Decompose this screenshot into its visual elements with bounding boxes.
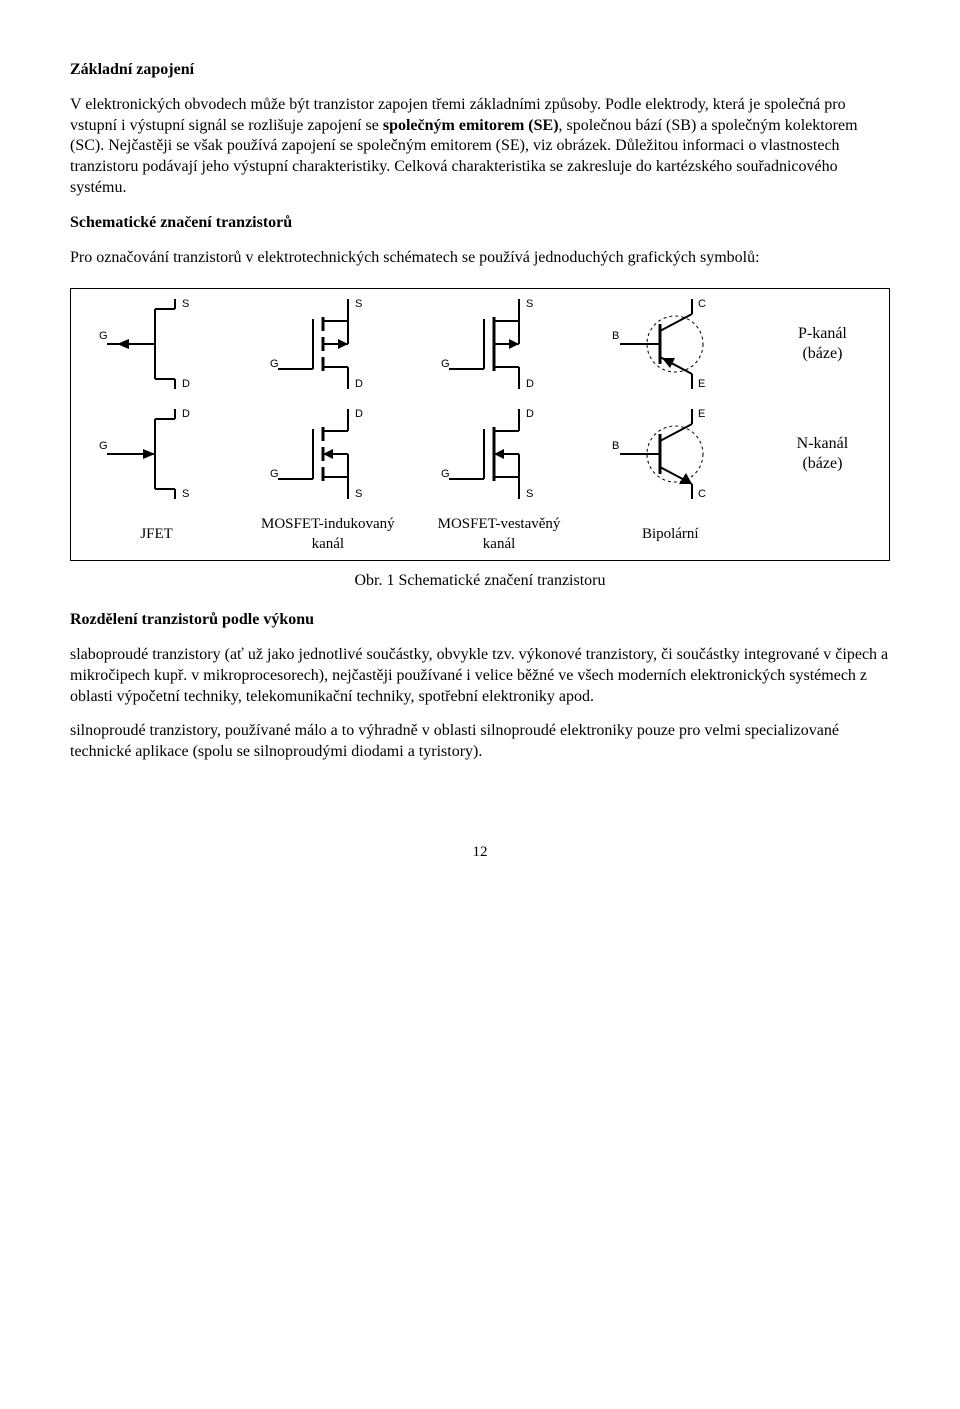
jfet-n-icon: D G S (97, 409, 217, 499)
svg-text:S: S (526, 488, 533, 499)
svg-text:S: S (355, 488, 362, 499)
svg-text:S: S (526, 299, 533, 310)
row-label-n-line2: (báze) (802, 455, 842, 472)
row-label-p-line2: (báze) (802, 345, 842, 362)
col-label-bipolar: Bipolární (585, 509, 756, 561)
row-label-p: P-kanál (báze) (756, 289, 890, 400)
col3-line1: MOSFET-vestavěný (438, 516, 561, 532)
bjt-npn-icon: E B C (610, 409, 730, 499)
symbol-mosfet-enh-n: D G S (242, 399, 413, 509)
page-number: 12 (70, 843, 890, 863)
svg-text:D: D (526, 378, 534, 389)
mosfet-enh-p-icon: S G D (268, 299, 388, 389)
col-label-jfet: JFET (71, 509, 243, 561)
heading-basic-connection: Základní zapojení (70, 60, 890, 81)
svg-text:E: E (698, 409, 705, 420)
table-row: S G D S (71, 289, 890, 400)
symbol-bjt-pnp: C B E (585, 289, 756, 400)
svg-text:S: S (182, 299, 189, 310)
svg-text:G: G (441, 468, 450, 480)
heading-schematic-symbols: Schematické značení tranzistorů (70, 213, 890, 234)
jfet-p-icon: S G D (97, 299, 217, 389)
bjt-pnp-icon: C B E (610, 299, 730, 389)
table-row: JFET MOSFET-indukovaný kanál MOSFET-vest… (71, 509, 890, 561)
transistor-symbol-table: S G D S (70, 288, 890, 561)
mosfet-dep-n-icon: D G S (439, 409, 559, 499)
svg-text:G: G (270, 468, 279, 480)
svg-text:G: G (99, 440, 108, 452)
svg-text:S: S (182, 488, 189, 499)
symbol-mosfet-enh-p: S G D (242, 289, 413, 400)
table-row: D G S D G S (71, 399, 890, 509)
row-label-n: N-kanál (báze) (756, 399, 890, 509)
svg-text:B: B (612, 440, 619, 452)
para1-bold: společným emitorem (SE) (383, 117, 559, 134)
row-label-n-line1: N-kanál (797, 435, 849, 452)
svg-text:D: D (355, 378, 363, 389)
col-label-mosfet-enh: MOSFET-indukovaný kanál (242, 509, 413, 561)
svg-text:S: S (355, 299, 362, 310)
mosfet-dep-p-icon: S G D (439, 299, 559, 389)
symbol-jfet-p: S G D (71, 289, 243, 400)
svg-text:D: D (355, 409, 363, 420)
svg-text:C: C (698, 488, 706, 499)
symbol-jfet-n: D G S (71, 399, 243, 509)
symbol-mosfet-dep-p: S G D (413, 289, 584, 400)
mosfet-enh-n-icon: D G S (268, 409, 388, 499)
paragraph-symbols-intro: Pro označování tranzistorů v elektrotech… (70, 248, 890, 269)
symbol-bjt-npn: E B C (585, 399, 756, 509)
col3-line2: kanál (483, 536, 515, 552)
paragraph-high-power: silnoproudé tranzistory, používané málo … (70, 721, 890, 763)
figure-caption: Obr. 1 Schematické značení tranzistoru (70, 571, 890, 592)
svg-text:B: B (612, 330, 619, 342)
svg-text:D: D (182, 409, 190, 420)
paragraph-low-power: slaboproudé tranzistory (ať už jako jedn… (70, 645, 890, 707)
svg-text:E: E (698, 378, 705, 389)
svg-text:G: G (99, 330, 108, 342)
row-label-p-line1: P-kanál (798, 325, 847, 342)
svg-text:D: D (526, 409, 534, 420)
svg-text:C: C (698, 299, 706, 310)
col2-line2: kanál (312, 536, 344, 552)
col-label-empty (756, 509, 890, 561)
paragraph-basic-connection: V elektronických obvodech může být tranz… (70, 95, 890, 199)
col-label-mosfet-dep: MOSFET-vestavěný kanál (413, 509, 584, 561)
svg-text:D: D (182, 378, 190, 389)
col2-line1: MOSFET-indukovaný (261, 516, 395, 532)
symbol-mosfet-dep-n: D G S (413, 399, 584, 509)
svg-text:G: G (270, 358, 279, 370)
heading-power-division: Rozdělení tranzistorů podle výkonu (70, 610, 890, 631)
svg-text:G: G (441, 358, 450, 370)
